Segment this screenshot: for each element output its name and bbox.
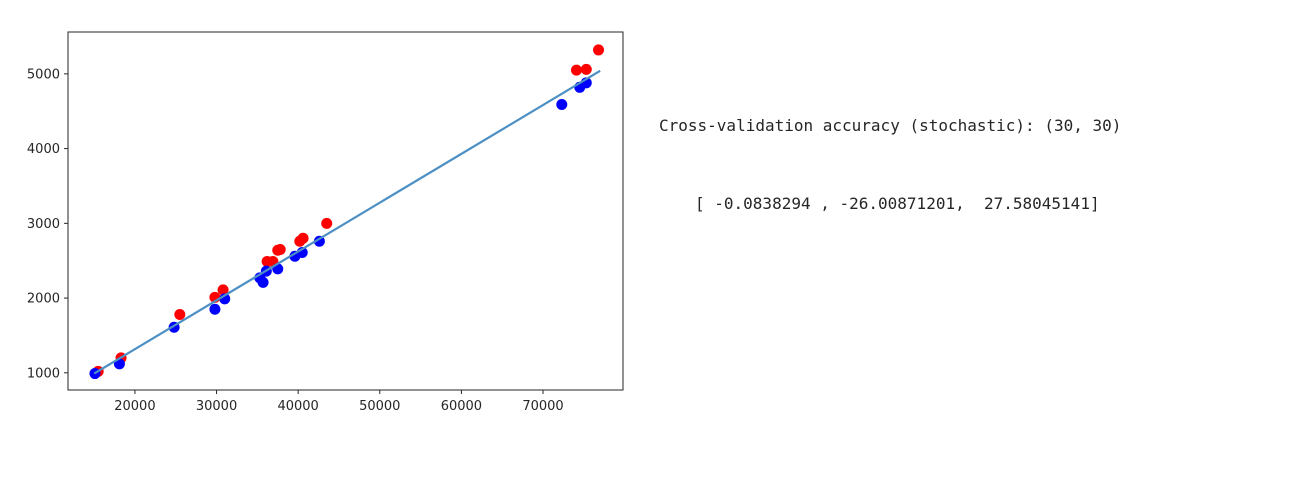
data-point [580, 63, 592, 75]
plot-frame [67, 31, 624, 391]
data-point [313, 235, 325, 247]
scatter-plot: 20000 30000 40000 50000 60000 70000 1000 2000 30… [27, 31, 624, 414]
y-tick-label: 2000 [27, 292, 60, 307]
cv-accuracy-output: Cross-validation accuracy (stochastic): … [659, 116, 1122, 135]
data-point [593, 44, 605, 56]
data-point [297, 232, 309, 244]
data-point [556, 98, 568, 110]
y-tick-label: 1000 [27, 366, 60, 381]
x-tick-label: 50000 [359, 399, 400, 414]
data-point [257, 276, 269, 288]
x-tick-label: 40000 [277, 399, 318, 414]
fit-line [93, 69, 601, 375]
plot-marks [89, 44, 605, 380]
x-tick-label: 30000 [196, 399, 237, 414]
data-point [217, 284, 229, 296]
data-point [570, 64, 582, 76]
y-tick-label: 3000 [27, 217, 60, 232]
data-point [209, 303, 221, 315]
axes: 20000 30000 40000 50000 60000 70000 1000 2000 30… [27, 67, 564, 414]
x-tick-label: 60000 [441, 399, 482, 414]
x-tick-label: 20000 [114, 399, 155, 414]
data-point [274, 243, 286, 255]
data-point [321, 217, 333, 229]
y-tick-label: 5000 [27, 67, 60, 82]
data-point [174, 309, 186, 321]
y-tick-label: 4000 [27, 142, 60, 157]
x-tick-label: 70000 [522, 399, 563, 414]
coefficients-output: [ -0.0838294 , -26.00871201, 27.58045141… [695, 194, 1100, 213]
